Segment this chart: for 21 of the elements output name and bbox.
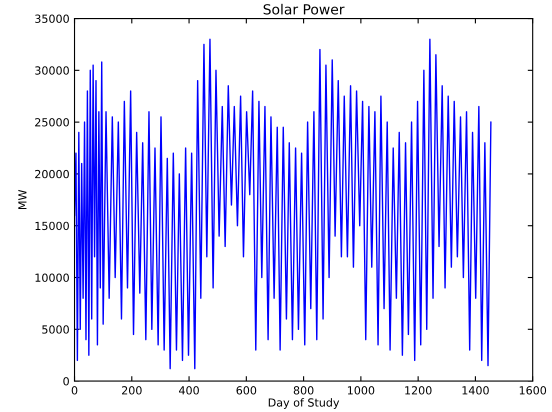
x-tick-label: 200 [122, 386, 142, 395]
y-tick-label: 5000 [42, 325, 69, 334]
chart-title: Solar Power [264, 4, 344, 15]
y-tick-label: 0 [63, 377, 69, 386]
y-tick-label: 20000 [35, 170, 69, 178]
x-tick-label: 1600 [520, 386, 546, 395]
y-tick-label: 35000 [35, 14, 69, 23]
x-tick-label: 400 [179, 386, 199, 395]
x-tick-label: 600 [236, 386, 256, 395]
x-tick-label: 1200 [405, 386, 432, 395]
y-tick-label: 25000 [35, 118, 69, 127]
x-tick-label: 800 [294, 386, 314, 395]
y-tick-label: 15000 [36, 222, 69, 230]
y-axis-title: MW [18, 190, 26, 210]
y-tick-label: 30000 [35, 66, 69, 75]
line-series [74, 38, 492, 370]
x-tick-label: 1400 [462, 386, 489, 395]
x-tick-label: 0 [72, 386, 78, 395]
x-tick-label: 1000 [348, 386, 374, 395]
y-tick-label: 10000 [36, 273, 69, 282]
x-axis-title: Day of Study [268, 398, 340, 409]
